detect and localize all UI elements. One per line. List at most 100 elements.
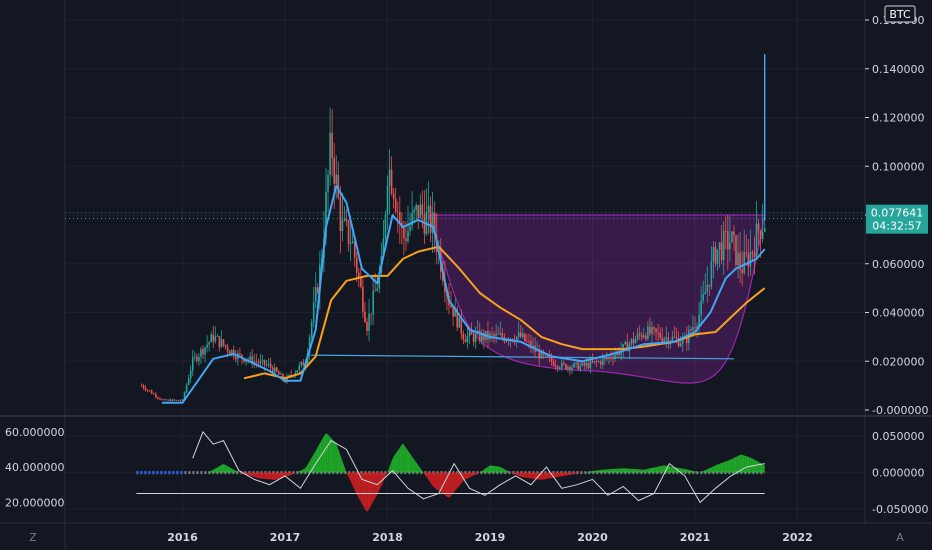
- osc-histogram-segment: [443, 472, 446, 496]
- candle-body: [173, 399, 176, 401]
- osc-histogram-segment: [584, 471, 587, 473]
- candle-body: [310, 322, 313, 338]
- osc-histogram-segment: [419, 467, 422, 473]
- candle-body: [208, 342, 210, 345]
- osc-histogram-segment: [447, 472, 450, 498]
- candle-body: [226, 346, 229, 352]
- candle-body: [390, 169, 393, 194]
- osc-histogram-segment: [480, 470, 483, 473]
- osc-histogram-segment: [545, 472, 548, 480]
- time-axis[interactable]: 2016 2017 2018 2019 2020 2021 2022: [167, 531, 813, 544]
- osc-histogram-segment: [287, 472, 290, 477]
- osc-histogram-segment: [209, 470, 212, 473]
- osc-histogram-segment: [213, 468, 216, 473]
- osc-histogram-segment: [432, 472, 435, 488]
- candle-body: [632, 339, 635, 344]
- x-tick-label: 2020: [577, 531, 608, 544]
- candle-body: [407, 230, 409, 242]
- osc-histogram-segment: [386, 470, 389, 476]
- candle-body: [290, 374, 292, 376]
- osc-histogram-segment: [523, 472, 526, 478]
- candle-body: [360, 277, 362, 288]
- candle-body: [718, 242, 721, 250]
- candle-body: [399, 212, 401, 223]
- candle-body: [155, 394, 157, 398]
- candle-body: [665, 337, 668, 339]
- osc-histogram-segment: [317, 444, 320, 473]
- osc-histogram-segment: [427, 472, 429, 481]
- osc-histogram-segment: [660, 465, 663, 473]
- support-line[interactable]: [310, 354, 734, 360]
- candle-body: [376, 288, 379, 291]
- candle-body: [335, 174, 338, 184]
- candle-body: [148, 390, 151, 392]
- candle-body: [585, 363, 588, 366]
- candle-body: [581, 362, 584, 366]
- candle-body: [630, 339, 633, 345]
- candle-body: [681, 338, 684, 344]
- candle-body: [433, 212, 436, 235]
- osc-histogram-segment: [555, 472, 557, 478]
- cup-pattern[interactable]: [310, 214, 766, 384]
- osc-histogram-segment: [530, 472, 533, 479]
- auto-scale-button[interactable]: A: [896, 531, 904, 544]
- osc-histogram-segment: [516, 472, 518, 476]
- timezone-button[interactable]: Z: [29, 531, 37, 544]
- candle-body: [552, 361, 555, 366]
- osc-histogram-segment: [302, 468, 305, 473]
- osc-histogram-segment: [690, 470, 693, 473]
- osc-histogram-segment: [347, 472, 350, 479]
- symbol-badge[interactable]: BTC: [884, 5, 916, 23]
- osc-histogram-segment: [749, 457, 752, 473]
- candle-body: [483, 332, 485, 341]
- osc-histogram-segment: [723, 461, 726, 473]
- candle-body: [210, 334, 212, 343]
- candle-body: [273, 367, 276, 373]
- candle-body: [474, 333, 477, 342]
- osc-histogram-segment: [623, 468, 626, 473]
- candle-body: [386, 185, 389, 215]
- candle-body: [191, 357, 194, 371]
- osc-histogram-segment: [397, 448, 400, 473]
- osc-histogram-segment: [699, 471, 702, 473]
- candle-body: [419, 204, 422, 218]
- candle-body: [540, 351, 543, 359]
- y-tick-label: 0.120000: [872, 112, 925, 125]
- osc-histogram-segment: [683, 468, 685, 473]
- osc-histogram-segment: [703, 470, 706, 473]
- candle-body: [300, 361, 303, 366]
- candle-body: [571, 367, 573, 371]
- candle-body: [706, 284, 709, 292]
- candle-body: [269, 363, 272, 368]
- candle-body: [165, 399, 167, 401]
- osc-histogram-segment: [478, 471, 481, 473]
- osc-histogram-segment: [404, 446, 407, 473]
- candle-body: [214, 336, 217, 342]
- candle-body: [169, 399, 171, 401]
- osc-histogram-segment: [504, 469, 507, 473]
- osc-histogram-segment: [369, 472, 372, 509]
- osc-histogram-segment: [692, 470, 695, 473]
- candle-body: [421, 204, 424, 215]
- osc-histogram-segment: [640, 469, 643, 473]
- x-tick-label: 2017: [270, 531, 301, 544]
- osc-histogram-segment: [299, 470, 301, 473]
- fast-moving-average-line: [162, 184, 766, 404]
- candle-body: [302, 361, 305, 366]
- candle-body: [696, 326, 698, 328]
- candle-body: [454, 308, 456, 317]
- candle-body: [472, 334, 475, 342]
- osc-histogram-segment: [395, 451, 398, 473]
- candle-body: [653, 327, 655, 329]
- candle-body: [280, 374, 282, 375]
- osc-histogram-segment: [373, 472, 376, 502]
- osc-histogram-segment: [671, 466, 674, 473]
- candle-body: [597, 361, 600, 363]
- candle-body: [749, 251, 752, 267]
- candle-body: [353, 241, 356, 258]
- osc-histogram-segment: [215, 467, 218, 473]
- osc-histogram-segment: [627, 468, 630, 473]
- osc-histogram-segment: [733, 457, 736, 473]
- osc-histogram-segment: [221, 464, 223, 473]
- candle-body: [185, 384, 188, 393]
